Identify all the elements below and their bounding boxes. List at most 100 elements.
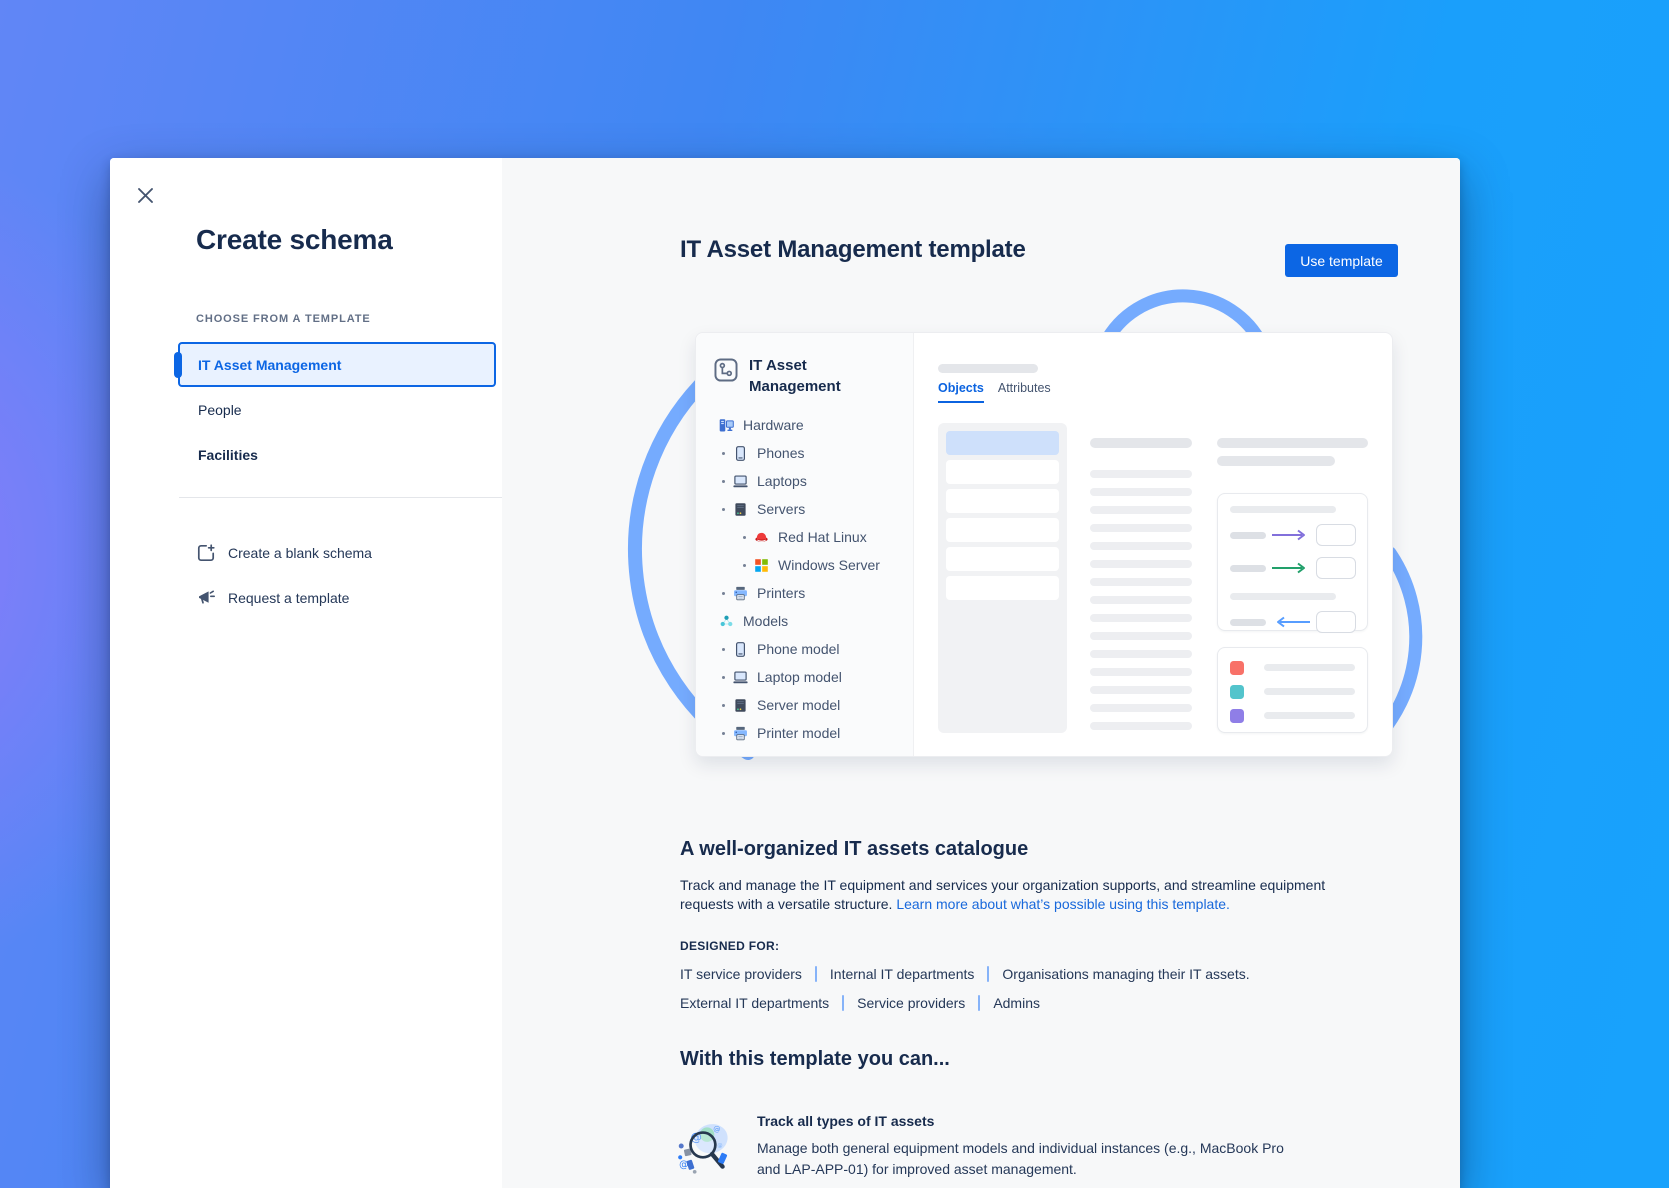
sidebar-divider [179, 497, 509, 498]
windows-icon [753, 557, 770, 574]
skeleton-selected-row [946, 431, 1059, 455]
template-section-label: CHOOSE FROM A TEMPLATE [196, 313, 371, 325]
designed-for-tag: Admins [965, 995, 1040, 1011]
template-list: IT Asset Management People Facilities [174, 342, 496, 477]
preview-tabs: Objects Attributes [938, 381, 1051, 403]
designed-for-tag: Service providers [829, 995, 965, 1011]
sidebar-item-template[interactable]: IT Asset Management [174, 342, 496, 387]
svg-text:@: @ [691, 1130, 702, 1144]
about-paragraph: Track and manage the IT equipment and se… [680, 876, 1335, 914]
learn-more-link[interactable]: Learn more about what’s possible using t… [896, 896, 1230, 912]
tree-item: Hardware [696, 411, 913, 439]
close-button[interactable] [132, 182, 158, 208]
tree-item-label: Laptops [757, 473, 807, 489]
bullet-dot [722, 675, 725, 679]
printer-icon [732, 585, 749, 602]
sidebar-item-template[interactable]: People [178, 387, 496, 432]
arrow-right-green [1271, 562, 1311, 574]
bullet-dot [743, 563, 746, 567]
skeleton-detail-column [1217, 438, 1368, 466]
sidebar-item-label: People [198, 401, 242, 418]
preview-object-tree: Hardware Phones Laptops [696, 411, 913, 747]
designed-for-tag: External IT departments [680, 995, 830, 1011]
sidebar-item-label: IT Asset Management [198, 356, 342, 373]
models-icon [718, 613, 735, 630]
designed-for-tag: Organisations managing their IT assets. [974, 966, 1249, 982]
sidebar: Create schema CHOOSE FROM A TEMPLATE IT … [110, 158, 509, 1188]
template-preview-card: IT Asset Management Hardware [695, 332, 1393, 757]
tree-item-label: Servers [757, 501, 806, 517]
tree-item-label: Hardware [743, 417, 804, 433]
preview-tree-panel: IT Asset Management Hardware [696, 333, 914, 756]
tree-item-label: Printer model [757, 725, 841, 741]
legend-swatch [1230, 660, 1244, 675]
printer-icon [732, 725, 749, 742]
legend-swatch [1230, 708, 1244, 723]
preview-schema-title: IT Asset Management [749, 357, 841, 395]
bullet-dot [722, 703, 725, 707]
tree-item-label: Server model [757, 697, 841, 713]
blank-schema-icon [196, 543, 216, 563]
legend-row [1230, 660, 1355, 675]
bullet-dot [722, 451, 725, 455]
tree-item-label: Red Hat Linux [778, 529, 867, 545]
skeleton-rows [1090, 470, 1192, 730]
sidebar-actions: Create a blank schema Request a template [196, 530, 496, 620]
bullet-dot [722, 591, 725, 595]
bullet-dot [722, 731, 725, 735]
tree-item-label: Windows Server [778, 557, 880, 573]
bullet-dot [743, 535, 746, 539]
laptop-icon [732, 669, 749, 686]
phone-icon [732, 445, 749, 462]
bullet-dot [722, 479, 725, 483]
tree-item-label: Laptop model [757, 669, 842, 685]
preview-tab: Objects [938, 381, 984, 403]
arrow-right-purple [1271, 529, 1311, 541]
feature-body: Manage both general equipment models and… [757, 1140, 1284, 1177]
modal-title: Create schema [196, 224, 393, 255]
close-icon [137, 187, 153, 203]
designed-for-tag: Internal IT departments [802, 966, 974, 982]
preview-schema-header: IT Asset Management [696, 355, 913, 397]
arrow-left-blue [1271, 616, 1311, 628]
skeleton-title-bar [938, 364, 1038, 373]
phone-icon [732, 641, 749, 658]
svg-text:@: @ [717, 1143, 722, 1149]
tree-item-label: Models [743, 613, 789, 629]
server-icon [732, 501, 749, 518]
tree-item: Printers [696, 579, 913, 607]
redhat-icon [753, 529, 770, 546]
relations-card [1217, 493, 1368, 633]
bullet-dot [722, 507, 725, 511]
preview-content-panel: Objects Attributes [914, 333, 1392, 756]
tree-item: Phones [696, 439, 913, 467]
asset-search-illustration: @ @ @ @ [678, 1124, 728, 1174]
skeleton-attribute-column [1090, 438, 1192, 730]
megaphone-icon [196, 588, 216, 608]
sidebar-item-template[interactable]: Facilities [178, 432, 496, 477]
tree-item: Phone model [696, 635, 913, 663]
legend-row [1230, 684, 1355, 699]
sidebar-action-label: Request a template [228, 589, 350, 606]
legend-row [1230, 708, 1355, 723]
legend-swatch [1230, 684, 1244, 699]
sidebar-item-label: Facilities [198, 446, 258, 463]
tree-item: Laptops [696, 467, 913, 495]
create-schema-modal: Create schema CHOOSE FROM A TEMPLATE IT … [110, 158, 1460, 1188]
page-title: IT Asset Management template [680, 236, 1026, 263]
designed-for-row-1: IT service providers Internal IT departme… [680, 963, 1250, 985]
use-template-button[interactable]: Use template [1285, 244, 1398, 277]
designed-for-tag: IT service providers [680, 966, 802, 982]
tree-item: Windows Server [696, 551, 913, 579]
sidebar-action[interactable]: Request a template [196, 575, 496, 620]
skeleton-nav-list [938, 423, 1067, 733]
schema-icon [713, 357, 739, 383]
tree-item: Printer model [696, 719, 913, 747]
laptop-icon [732, 473, 749, 490]
designed-for-row-2: External IT departments Service providers… [680, 992, 1040, 1014]
server-icon [732, 697, 749, 714]
sidebar-action[interactable]: Create a blank schema [196, 530, 496, 575]
legend-card [1217, 647, 1368, 733]
tree-item: Models [696, 607, 913, 635]
tree-item-label: Printers [757, 585, 806, 601]
